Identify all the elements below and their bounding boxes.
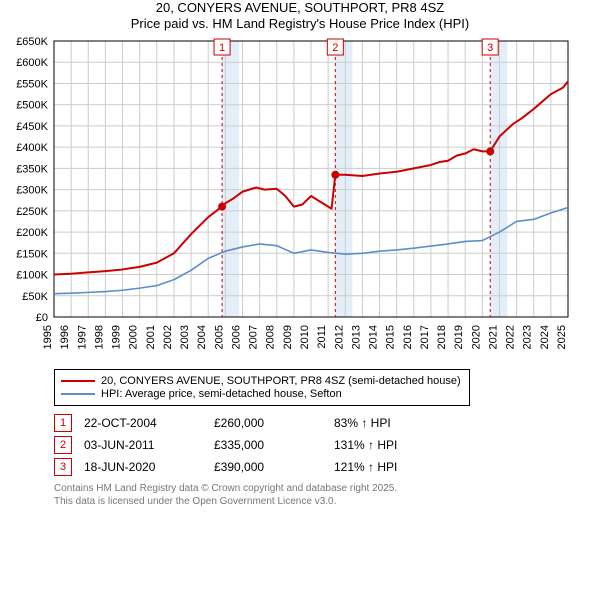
legend-swatch [61, 393, 95, 395]
svg-text:£100K: £100K [16, 269, 48, 281]
svg-text:£550K: £550K [16, 78, 48, 90]
sale-marker: 3 [54, 458, 72, 476]
svg-text:2014: 2014 [368, 325, 380, 349]
svg-text:£50K: £50K [22, 290, 48, 302]
svg-text:2019: 2019 [453, 325, 465, 349]
svg-text:£500K: £500K [16, 99, 48, 111]
svg-text:2003: 2003 [179, 325, 191, 349]
sale-price: £335,000 [214, 438, 334, 452]
sale-row: 3 18-JUN-2020£390,000121% ↑ HPI [54, 458, 600, 476]
sale-date: 22-OCT-2004 [84, 416, 214, 430]
sale-price: £260,000 [214, 416, 334, 430]
legend-swatch [61, 380, 95, 382]
svg-text:2023: 2023 [522, 325, 534, 349]
svg-text:2022: 2022 [505, 325, 517, 349]
svg-text:1: 1 [219, 42, 225, 54]
sale-marker: 1 [54, 414, 72, 432]
svg-text:£400K: £400K [16, 142, 48, 154]
footer-line-2: This data is licensed under the Open Gov… [54, 495, 600, 508]
title-line-2: Price paid vs. HM Land Registry's House … [0, 16, 600, 32]
legend-row: 20, CONYERS AVENUE, SOUTHPORT, PR8 4SZ (… [61, 375, 461, 387]
svg-text:£450K: £450K [16, 120, 48, 132]
sale-pct: 121% ↑ HPI [334, 460, 397, 474]
svg-text:2012: 2012 [333, 325, 345, 349]
svg-text:2021: 2021 [487, 325, 499, 349]
legend-label: HPI: Average price, semi-detached house,… [101, 388, 342, 400]
svg-text:2010: 2010 [299, 325, 311, 349]
svg-text:1999: 1999 [111, 325, 123, 349]
svg-text:2017: 2017 [419, 325, 431, 349]
sale-row: 1 22-OCT-2004£260,00083% ↑ HPI [54, 414, 600, 432]
sale-pct: 131% ↑ HPI [334, 438, 397, 452]
svg-text:£300K: £300K [16, 184, 48, 196]
svg-text:2024: 2024 [539, 325, 551, 349]
svg-text:£0: £0 [36, 312, 48, 324]
svg-text:3: 3 [487, 42, 493, 54]
svg-text:£150K: £150K [16, 248, 48, 260]
svg-text:2005: 2005 [213, 325, 225, 349]
svg-text:£350K: £350K [16, 163, 48, 175]
svg-text:2002: 2002 [162, 325, 174, 349]
svg-text:2018: 2018 [436, 325, 448, 349]
sale-date: 18-JUN-2020 [84, 460, 214, 474]
svg-text:2013: 2013 [350, 325, 362, 349]
sale-date: 03-JUN-2011 [84, 438, 214, 452]
svg-text:2006: 2006 [230, 325, 242, 349]
sale-pct: 83% ↑ HPI [334, 416, 391, 430]
price-chart: £0 £50K £100K £150K £200K £250K £300K £350K £400… [0, 33, 600, 363]
svg-text:2000: 2000 [128, 325, 140, 349]
svg-text:£600K: £600K [16, 57, 48, 69]
svg-text:£650K: £650K [16, 36, 48, 48]
svg-text:£200K: £200K [16, 227, 48, 239]
svg-text:2001: 2001 [145, 325, 157, 349]
sale-price: £390,000 [214, 460, 334, 474]
footer-attribution: Contains HM Land Registry data © Crown c… [54, 482, 600, 508]
title-line-1: 20, CONYERS AVENUE, SOUTHPORT, PR8 4SZ [0, 0, 600, 16]
sales-table: 1 22-OCT-2004£260,00083% ↑ HPI 2 03-JUN-201… [54, 414, 600, 476]
svg-text:2004: 2004 [196, 325, 208, 349]
footer-line-1: Contains HM Land Registry data © Crown c… [54, 482, 600, 495]
svg-text:1995: 1995 [42, 325, 54, 349]
legend-row: HPI: Average price, semi-detached house,… [61, 388, 461, 400]
sale-marker: 2 [54, 436, 72, 454]
legend: 20, CONYERS AVENUE, SOUTHPORT, PR8 4SZ (… [54, 369, 470, 406]
svg-text:2009: 2009 [282, 325, 294, 349]
svg-text:£250K: £250K [16, 205, 48, 217]
svg-text:2: 2 [332, 42, 338, 54]
svg-text:2015: 2015 [385, 325, 397, 349]
svg-text:2008: 2008 [265, 325, 277, 349]
svg-text:1996: 1996 [59, 325, 71, 349]
svg-text:1998: 1998 [93, 325, 105, 349]
svg-text:2016: 2016 [402, 325, 414, 349]
svg-text:1997: 1997 [76, 325, 88, 349]
sale-row: 2 03-JUN-2011£335,000131% ↑ HPI [54, 436, 600, 454]
svg-text:2025: 2025 [556, 325, 568, 349]
legend-label: 20, CONYERS AVENUE, SOUTHPORT, PR8 4SZ (… [101, 375, 461, 387]
svg-text:2007: 2007 [248, 325, 260, 349]
svg-text:2011: 2011 [316, 325, 328, 349]
svg-text:2020: 2020 [470, 325, 482, 349]
